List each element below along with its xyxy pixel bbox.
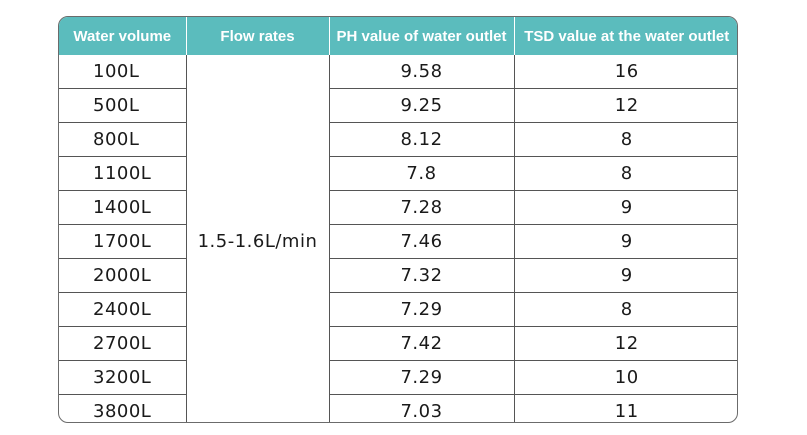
header-row: Water volume Flow rates PH value of wate… xyxy=(59,17,737,55)
header-water-volume: Water volume xyxy=(59,17,187,55)
water-test-table: Water volume Flow rates PH value of wate… xyxy=(58,16,738,423)
ph-cell: 7.29 xyxy=(329,360,515,395)
volume-cell: 100L xyxy=(59,55,187,89)
tsd-cell: 12 xyxy=(514,88,737,123)
tsd-cell: 10 xyxy=(514,360,737,395)
volume-cell: 3800L xyxy=(59,394,187,422)
table-row: 2400L 7.29 8 xyxy=(59,292,737,327)
header-flow-rates: Flow rates xyxy=(186,17,330,55)
volume-cell: 2000L xyxy=(59,258,187,293)
table-row: 2700L 7.42 12 xyxy=(59,326,737,361)
ph-cell: 7.8 xyxy=(329,156,515,191)
table-row: 500L 9.25 12 xyxy=(59,88,737,123)
ph-cell: 8.12 xyxy=(329,122,515,157)
header-tsd-value: TSD value at the water outlet xyxy=(514,17,737,55)
table-row: 1100L 7.8 8 xyxy=(59,156,737,191)
volume-cell: 1400L xyxy=(59,190,187,225)
table-row: 3800L 7.03 11 xyxy=(59,394,737,422)
ph-cell: 7.42 xyxy=(329,326,515,361)
table-row: 100L 1.5-1.6L/min 9.58 16 xyxy=(59,55,737,422)
ph-cell: 7.03 xyxy=(329,394,515,422)
ph-cell: 7.28 xyxy=(329,190,515,225)
flow-rate-cell: 1.5-1.6L/min xyxy=(186,55,330,422)
table-row: 1400L 7.28 9 xyxy=(59,190,737,225)
volume-cell: 800L xyxy=(59,122,187,157)
tsd-cell: 8 xyxy=(514,122,737,157)
tsd-cell: 11 xyxy=(614,401,639,422)
volume-cell: 3200L xyxy=(59,360,187,395)
table-row: 2000L 7.32 9 xyxy=(59,258,737,293)
table-row: 1700L 7.46 9 xyxy=(59,224,737,259)
tsd-cell: 12 xyxy=(514,326,737,361)
ph-cell: 7.46 xyxy=(329,224,515,259)
tsd-cell: 8 xyxy=(514,156,737,191)
ph-cell: 9.25 xyxy=(329,88,515,123)
table-row: 3200L 7.29 10 xyxy=(59,360,737,395)
tsd-cell: 9 xyxy=(514,224,737,259)
tsd-cell: 9 xyxy=(514,190,737,225)
volume-cell: 1700L xyxy=(59,224,187,259)
ph-cell: 7.29 xyxy=(329,292,515,327)
tsd-cell: 16 xyxy=(514,55,737,89)
data-table: Water volume Flow rates PH value of wate… xyxy=(59,17,737,422)
ph-cell: 7.32 xyxy=(329,258,515,293)
volume-cell: 2700L xyxy=(59,326,187,361)
ph-cell: 9.58 xyxy=(329,55,515,89)
tsd-cell: 8 xyxy=(514,292,737,327)
table-row: 800L 8.12 8 xyxy=(59,122,737,157)
header-ph-value: PH value of water outlet xyxy=(329,17,515,55)
volume-cell: 1100L xyxy=(59,156,187,191)
volume-cell: 500L xyxy=(59,88,187,123)
volume-cell: 2400L xyxy=(59,292,187,327)
tsd-cell: 9 xyxy=(514,258,737,293)
